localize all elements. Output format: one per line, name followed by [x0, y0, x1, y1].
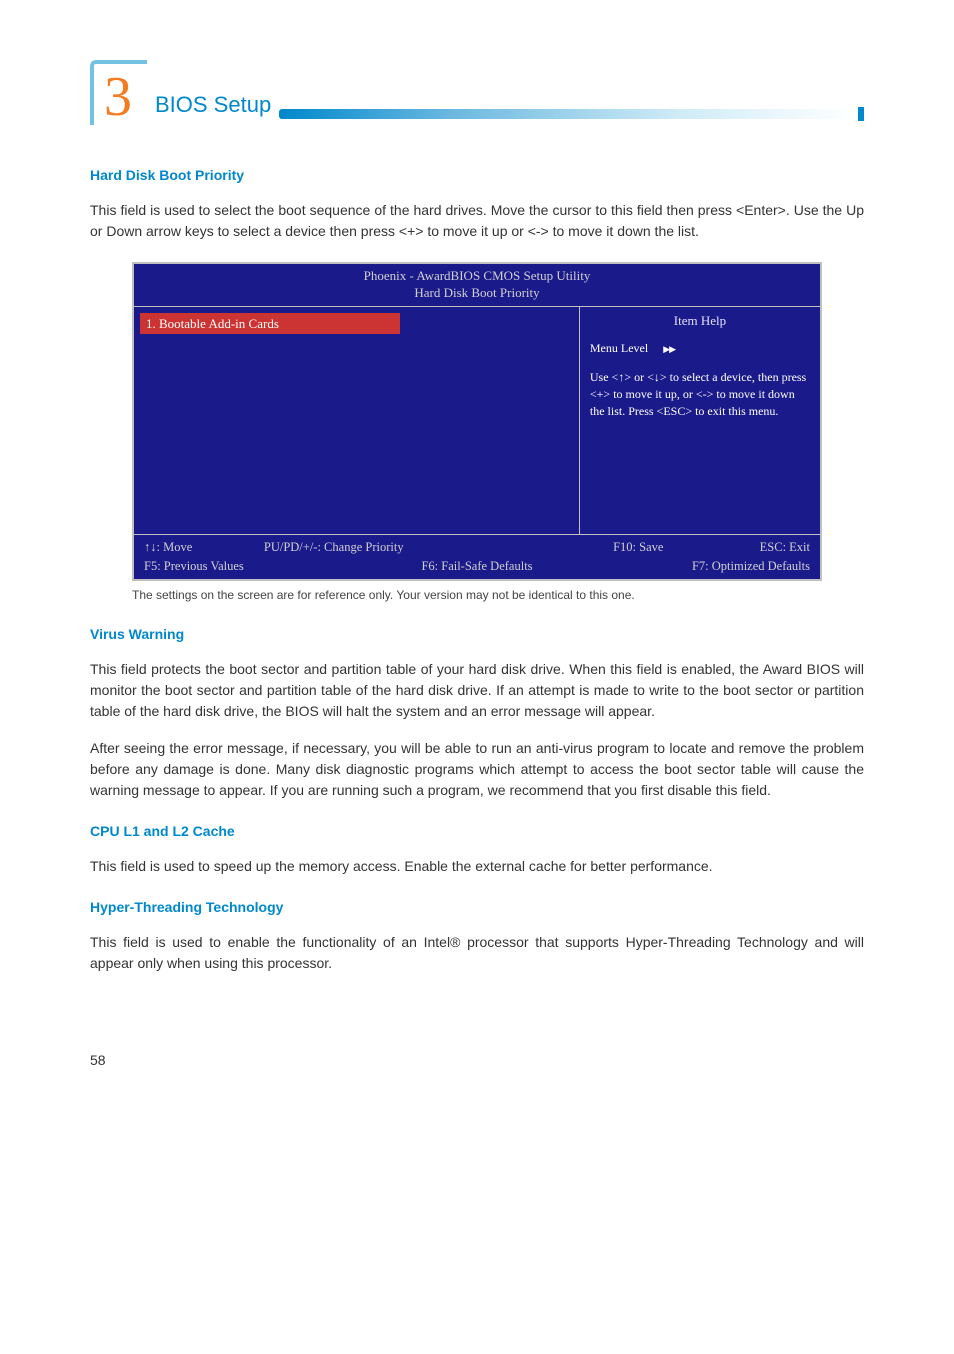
bios-main: 1. Bootable Add-in Cards Item Help Menu …: [134, 306, 820, 536]
bios-footer-change: PU/PD/+/-: Change Priority: [264, 538, 517, 557]
bios-header-line1: Phoenix - AwardBIOS CMOS Setup Utility: [134, 268, 820, 285]
page-number: 58: [90, 1050, 864, 1071]
section-title-virus: Virus Warning: [90, 624, 864, 645]
body-virus-2: After seeing the error message, if neces…: [90, 738, 864, 801]
bios-help-title: Item Help: [590, 311, 810, 331]
header-rule: [279, 109, 854, 119]
bios-left-pane: 1. Bootable Add-in Cards: [134, 307, 580, 535]
bios-help-text: Use <↑> or <↓> to select a device, then …: [590, 369, 810, 419]
bios-footer-move: ↑↓: Move: [144, 538, 264, 557]
bios-caption: The settings on the screen are for refer…: [132, 587, 822, 604]
bios-footer-failsafe: F6: Fail-Safe Defaults: [344, 557, 610, 576]
bios-footer: ↑↓: Move PU/PD/+/-: Change Priority F10:…: [134, 535, 820, 579]
chapter-title: BIOS Setup: [155, 88, 271, 121]
body-cache: This field is used to speed up the memor…: [90, 856, 864, 877]
chevron-right-icon: [663, 341, 675, 355]
bios-help-body: Menu Level Use <↑> or <↓> to select a de…: [590, 340, 810, 419]
body-virus-1: This field protects the boot sector and …: [90, 659, 864, 722]
bios-selected-item: 1. Bootable Add-in Cards: [140, 313, 400, 335]
bios-menu-level-label: Menu Level: [590, 341, 648, 355]
bios-header-line2: Hard Disk Boot Priority: [134, 285, 820, 302]
chapter-number: 3: [104, 69, 132, 125]
body-ht: This field is used to enable the functio…: [90, 932, 864, 974]
header-tick: [858, 107, 864, 121]
bios-screenshot: Phoenix - AwardBIOS CMOS Setup Utility H…: [132, 262, 822, 581]
bios-help-pane: Item Help Menu Level Use <↑> or <↓> to s…: [580, 307, 820, 535]
bios-footer-optimized: F7: Optimized Defaults: [610, 557, 810, 576]
bios-footer-prev: F5: Previous Values: [144, 557, 344, 576]
body-hdbp: This field is used to select the boot se…: [90, 200, 864, 242]
section-title-hdbp: Hard Disk Boot Priority: [90, 165, 864, 186]
chapter-number-box: 3: [90, 60, 147, 125]
bios-header: Phoenix - AwardBIOS CMOS Setup Utility H…: [134, 264, 820, 306]
section-title-ht: Hyper-Threading Technology: [90, 897, 864, 918]
bios-footer-save: F10: Save: [517, 538, 664, 557]
section-title-cache: CPU L1 and L2 Cache: [90, 821, 864, 842]
bios-footer-exit: ESC: Exit: [663, 538, 810, 557]
chapter-header: 3 BIOS Setup: [90, 60, 864, 125]
